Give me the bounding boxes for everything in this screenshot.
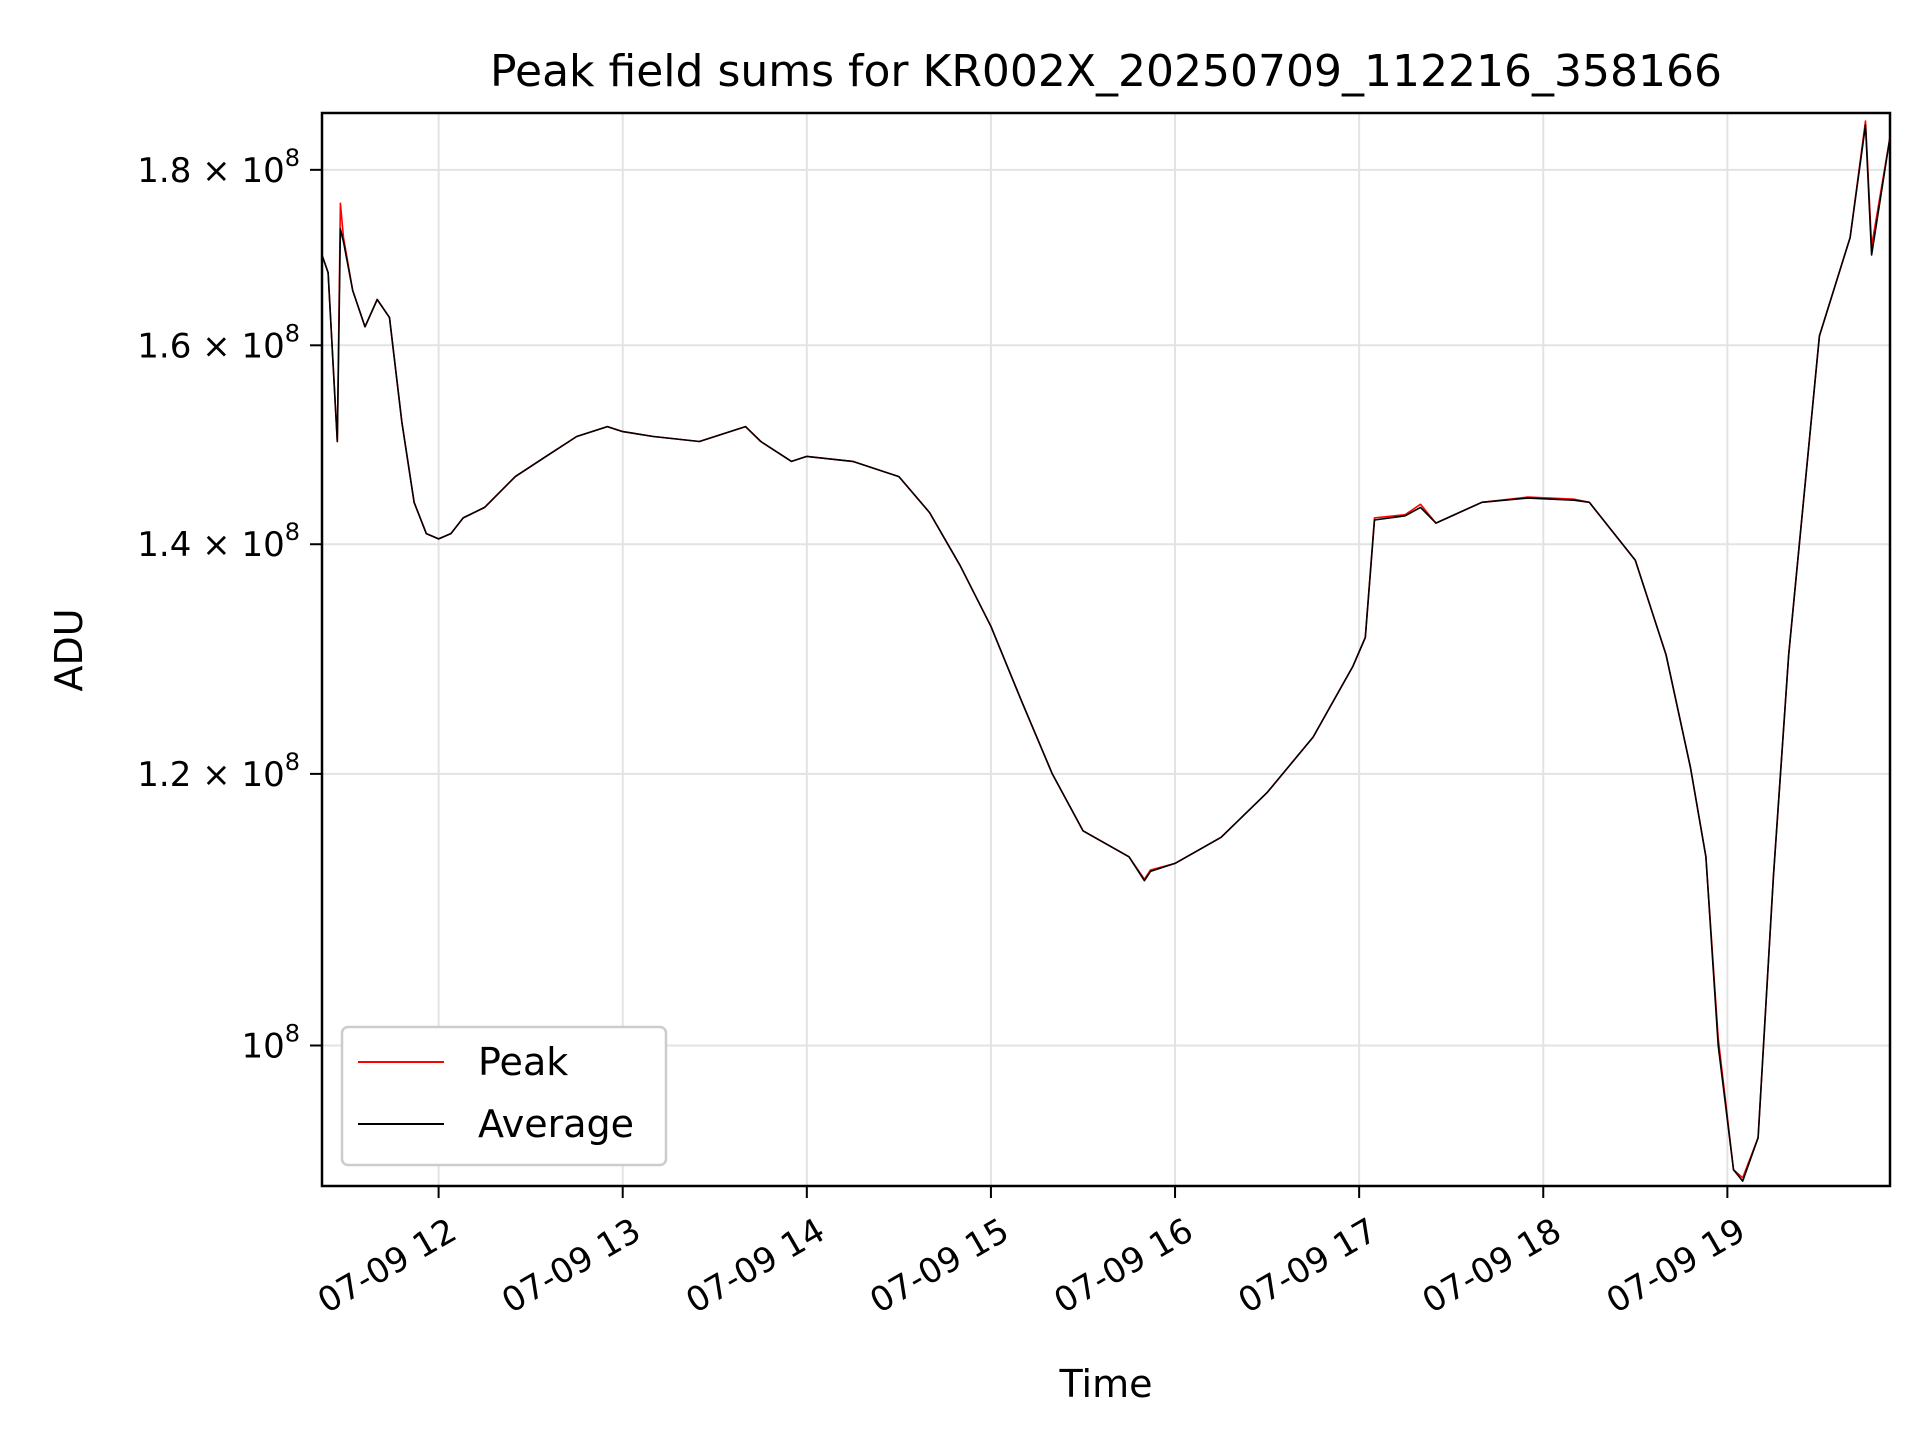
- y-tick-label: 1.4 × 108: [137, 518, 300, 565]
- x-grid: [437, 113, 1729, 1186]
- series-layer: [321, 120, 1891, 1182]
- y-tick-label: 1.8 × 108: [137, 144, 300, 191]
- y-tick-label: 1.6 × 108: [137, 319, 300, 366]
- series-average-line: [321, 124, 1891, 1182]
- chart-title: Peak field sums for KR002X_20250709_1122…: [490, 46, 1722, 97]
- legend: Peak Average: [340, 1025, 668, 1167]
- y-axis: 108 1.2 × 108 1.4 × 108 1.6 × 108 1.8 × 108: [137, 144, 322, 1066]
- y-axis-label: ADU: [47, 608, 91, 691]
- x-axis-label: Time: [1059, 1362, 1153, 1406]
- legend-average-label: Average: [478, 1102, 634, 1146]
- legend-peak-label: Peak: [478, 1040, 568, 1084]
- y-tick-label: 1.2 × 108: [137, 748, 300, 795]
- y-tick-label: 108: [241, 1019, 300, 1066]
- axes-frame: [320, 111, 1892, 1188]
- plot-area-background: [322, 113, 1890, 1186]
